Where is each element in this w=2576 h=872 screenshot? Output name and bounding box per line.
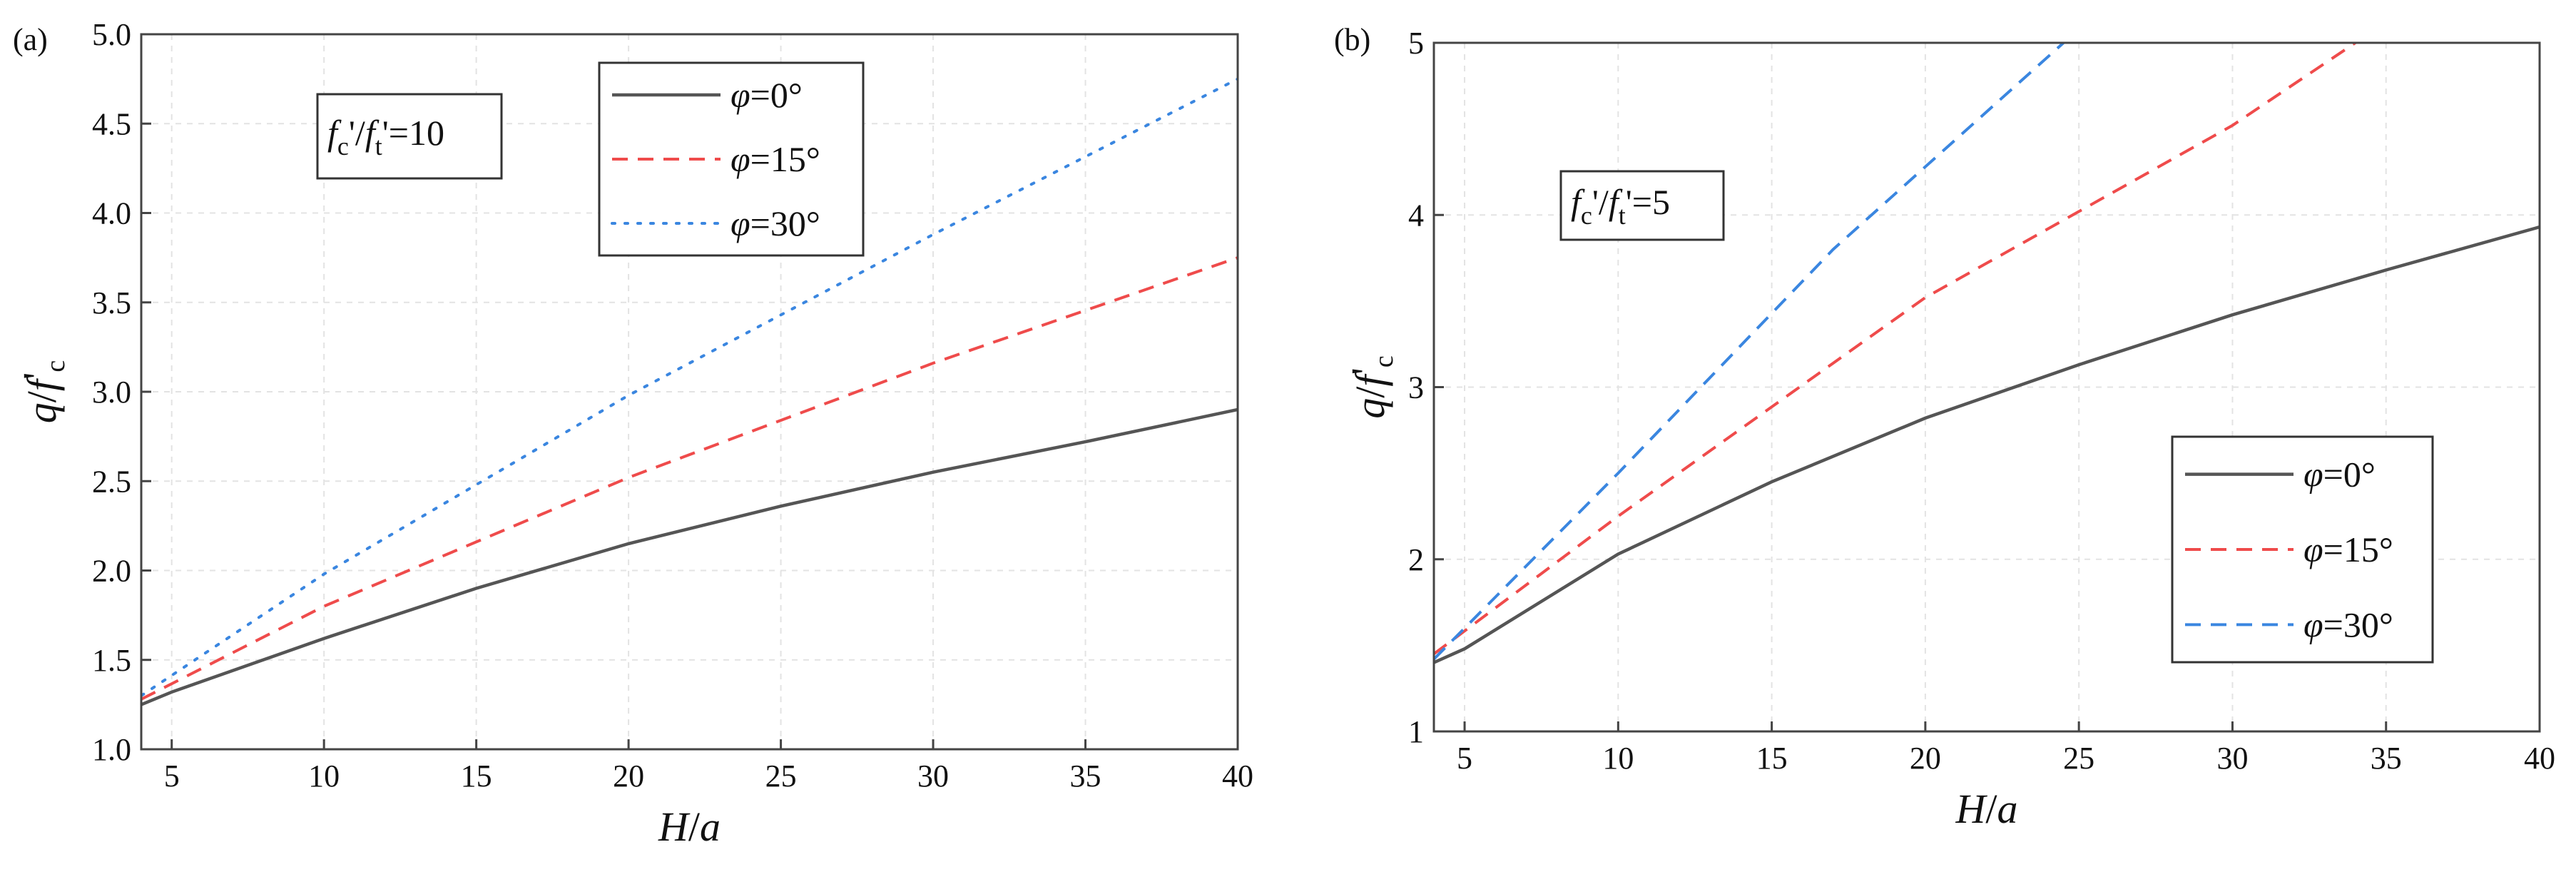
x-label-var: H — [1955, 786, 1987, 832]
legend-label-0: φ=0° — [730, 75, 803, 115]
y-label-prime: ' — [1343, 367, 1389, 375]
legend-label-2: φ=30° — [730, 203, 820, 243]
series-line-1 — [1434, 43, 2356, 656]
legend-rest: =30° — [2323, 604, 2393, 644]
ann-prime2: ' — [1626, 182, 1632, 222]
legend-var: φ — [730, 75, 750, 115]
ratio-annotation-box — [1559, 170, 1725, 241]
series-line-2 — [141, 77, 1238, 697]
ann-eq: =10 — [389, 113, 444, 153]
legend-var: φ — [730, 203, 750, 243]
y-label-var: q — [1347, 398, 1393, 419]
y-label-sub: c — [1369, 355, 1399, 367]
legend-label-1: φ=15° — [730, 139, 820, 179]
legend-var: φ — [730, 139, 750, 179]
ann-sep: / — [355, 113, 365, 153]
ann-sub2: t — [1619, 201, 1626, 230]
legend-var: φ — [2303, 529, 2323, 569]
x-label-sep: / — [688, 803, 701, 850]
y-tick-label: 2.5 — [92, 464, 131, 499]
x-tick-label: 20 — [613, 759, 644, 794]
x-tick-label: 40 — [1222, 759, 1253, 794]
x-tick-label: 10 — [1602, 741, 1634, 776]
x-tick-label: 15 — [461, 759, 492, 794]
panel-label: (a) — [13, 22, 48, 57]
x-label-den: a — [700, 803, 721, 850]
ann-prime2: ' — [382, 113, 389, 153]
ratio-annotation: fc'/ft'=10 — [327, 113, 444, 161]
ratio-annotation: fc'/ft'=5 — [1571, 182, 1670, 230]
y-label-sep: / — [1347, 386, 1393, 398]
y-label-sep: / — [19, 390, 65, 402]
ann-sub1: c — [337, 132, 349, 161]
y-tick-label: 5 — [1408, 26, 1424, 61]
legend-var: φ — [2303, 604, 2323, 644]
x-tick-label: 35 — [2371, 741, 2402, 776]
y-tick-label: 2.0 — [92, 554, 131, 589]
legend-rest: =15° — [2323, 529, 2393, 569]
x-tick-label: 25 — [2063, 741, 2094, 776]
series-line-0 — [1434, 225, 2540, 664]
y-tick-label: 3.0 — [92, 375, 131, 410]
x-tick-label: 25 — [765, 759, 797, 794]
ratio-annotation-box — [316, 93, 503, 180]
legend-label-1: φ=15° — [2303, 529, 2393, 569]
x-tick-label: 20 — [1910, 741, 1941, 776]
legend-label-2: φ=30° — [2303, 604, 2393, 644]
x-axis-label: H/a — [1955, 786, 2017, 832]
panel-a: 5 10 15 20 25 30 35 40 1.0 1.5 2.0 2.5 3.0 3.5 4.0 4.5 5… — [13, 17, 1253, 850]
y-label-prime: ' — [14, 372, 61, 380]
x-tick-label: 35 — [1070, 759, 1101, 794]
legend-rest: =30° — [750, 203, 820, 243]
x-tick-label: 10 — [308, 759, 340, 794]
y-label-sub: c — [41, 360, 71, 372]
x-tick-label: 40 — [2524, 741, 2555, 776]
y-tick-label: 1.5 — [92, 643, 131, 678]
y-tick-label: 4.0 — [92, 196, 131, 231]
legend-label-0: φ=0° — [2303, 455, 2376, 495]
y-tick-label: 3.5 — [92, 285, 131, 320]
x-tick-label: 30 — [2216, 741, 2248, 776]
y-tick-label: 1 — [1408, 714, 1424, 749]
panel-label: (b) — [1334, 22, 1370, 57]
legend-var: φ — [2303, 455, 2323, 495]
legend-rest: =0° — [750, 75, 803, 115]
y-tick-label: 2 — [1408, 542, 1424, 577]
ann-sep: / — [1599, 182, 1609, 222]
ann-sub1: c — [1581, 201, 1592, 230]
series-line-2 — [1434, 43, 2065, 661]
ann-prime1: ' — [349, 113, 355, 153]
x-axis-label: H/a — [658, 803, 721, 850]
series-line-1 — [141, 256, 1238, 701]
x-label-sep: / — [1985, 786, 1997, 832]
x-label-var: H — [658, 803, 691, 850]
ann-prime1: ' — [1592, 182, 1599, 222]
legend-rest: =15° — [750, 139, 820, 179]
x-tick-label: 30 — [917, 759, 949, 794]
y-tick-label: 3 — [1408, 370, 1424, 405]
x-label-den: a — [1997, 786, 2018, 832]
x-tick-label: 5 — [1457, 741, 1472, 776]
y-tick-label: 5.0 — [92, 17, 131, 52]
y-tick-label: 1.0 — [92, 732, 131, 767]
y-axis-label: q/f'c — [1343, 355, 1399, 419]
y-axis-label: q/f'c — [14, 360, 71, 424]
series-line-0 — [141, 407, 1238, 706]
panel-b: 5 10 15 20 25 30 35 4012345(b)H/aq/f'cfc'/ft'=5… — [1334, 22, 2555, 832]
legend-rest: =0° — [2323, 455, 2376, 495]
y-tick-label: 4 — [1408, 198, 1424, 233]
x-tick-label: 5 — [164, 759, 180, 794]
y-tick-label: 4.5 — [92, 106, 131, 141]
ann-eq: =5 — [1632, 182, 1670, 222]
y-label-var: q — [19, 402, 65, 423]
x-tick-label: 15 — [1756, 741, 1788, 776]
ann-sub2: t — [375, 132, 382, 161]
